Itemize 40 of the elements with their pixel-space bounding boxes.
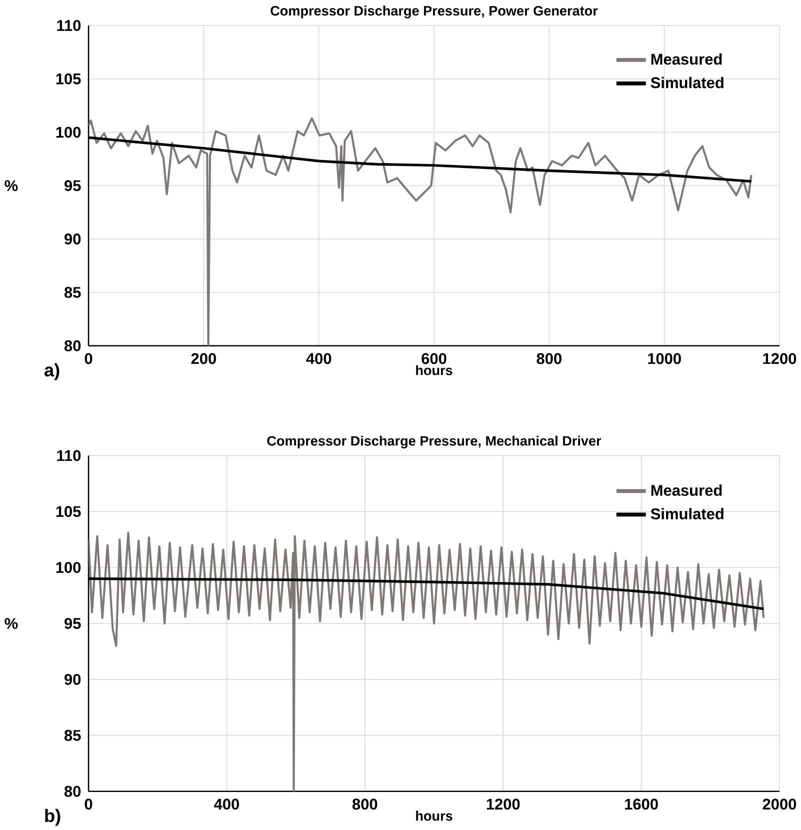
y-tick-label: 105 xyxy=(56,506,81,518)
y-tick-label: 80 xyxy=(64,786,80,797)
legend-label: Measured xyxy=(651,484,722,496)
legend-label: Simulated xyxy=(650,508,724,520)
x-tick-label: 600 xyxy=(421,353,446,364)
x-tick-label: 1000 xyxy=(648,353,681,364)
text: a) xyxy=(44,363,59,380)
x-axis-title: hours xyxy=(416,810,452,821)
y-axis-title: % xyxy=(4,618,18,629)
y-tick-label: 90 xyxy=(64,674,80,685)
chart-title: Compressor Discharge Pressure, Mechanical Driver xyxy=(267,436,601,448)
x-tick-label: 0 xyxy=(84,798,92,810)
y-tick-label: 95 xyxy=(64,618,81,629)
y-tick-label: 80 xyxy=(64,340,80,352)
x-tick-label: 400 xyxy=(214,798,239,810)
y-tick-label: 100 xyxy=(56,126,80,138)
text: b) xyxy=(45,808,60,826)
x-axis-title: hours xyxy=(416,365,452,376)
x-tick-label: 0 xyxy=(84,353,92,364)
x-tick-label: 2000 xyxy=(762,798,796,810)
y-tick-label: 85 xyxy=(64,730,81,741)
x-tick-label: 200 xyxy=(191,353,216,364)
x-tick-label: 800 xyxy=(536,353,562,364)
x-tick-label: 1200 xyxy=(763,353,796,364)
y-tick-label: 100 xyxy=(56,562,80,573)
y-tick-label: 85 xyxy=(64,286,81,298)
x-tick-label: 1200 xyxy=(486,798,520,810)
line-series xyxy=(88,532,764,792)
chart-title: Compressor Discharge Pressure, Power Generator xyxy=(270,6,598,18)
y-tick-label: 105 xyxy=(56,73,81,84)
y-tick-label: 90 xyxy=(64,234,80,244)
y-tick-label: 110 xyxy=(56,450,80,462)
y-axis-title: % xyxy=(4,180,18,192)
x-tick-label: 1600 xyxy=(624,798,658,810)
x-tick-label: 400 xyxy=(306,353,331,364)
legend-label: Simulated xyxy=(650,76,724,88)
x-tick-label: 800 xyxy=(352,798,377,810)
y-tick-label: 110 xyxy=(56,20,80,31)
y-tick-label: 95 xyxy=(64,180,81,192)
legend-label: Measured xyxy=(651,53,722,65)
